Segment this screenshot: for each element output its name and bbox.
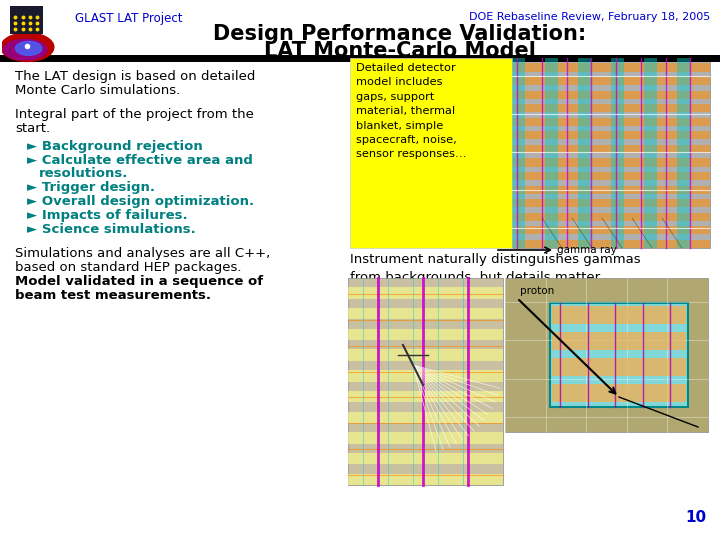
Bar bbox=[512, 226, 710, 234]
Ellipse shape bbox=[1, 33, 54, 62]
Bar bbox=[512, 63, 710, 72]
Text: based on standard HEP packages.: based on standard HEP packages. bbox=[15, 261, 241, 274]
Text: resolutions.: resolutions. bbox=[39, 167, 128, 180]
Bar bbox=[505, 278, 708, 432]
Ellipse shape bbox=[15, 42, 42, 56]
Text: Instrument naturally distinguishes gammas
from backgrounds, but details matter.: Instrument naturally distinguishes gamma… bbox=[350, 253, 641, 284]
Text: Simulations and analyses are all C++,: Simulations and analyses are all C++, bbox=[15, 247, 270, 260]
Text: gamma ray: gamma ray bbox=[557, 245, 617, 255]
Bar bbox=[677, 58, 690, 248]
Bar bbox=[512, 58, 525, 248]
Bar bbox=[348, 474, 503, 485]
Text: Monte Carlo simulations.: Monte Carlo simulations. bbox=[15, 84, 180, 97]
Bar bbox=[578, 58, 591, 248]
Text: ► Science simulations.: ► Science simulations. bbox=[27, 223, 196, 236]
Text: ► Overall design optimization.: ► Overall design optimization. bbox=[27, 195, 254, 208]
Text: ► Trigger design.: ► Trigger design. bbox=[27, 181, 155, 194]
Ellipse shape bbox=[4, 39, 47, 60]
Text: LAT Monte-Carlo Model: LAT Monte-Carlo Model bbox=[264, 41, 536, 61]
Bar bbox=[348, 278, 503, 485]
Bar bbox=[0, 55, 720, 62]
Text: proton: proton bbox=[520, 286, 554, 296]
Bar bbox=[512, 131, 710, 139]
Text: GLAST LAT Project: GLAST LAT Project bbox=[75, 12, 182, 25]
Bar bbox=[644, 58, 657, 248]
Bar bbox=[512, 186, 710, 194]
Bar bbox=[348, 370, 503, 381]
Bar bbox=[611, 58, 624, 248]
Text: ► Calculate effective area and: ► Calculate effective area and bbox=[27, 154, 253, 167]
Bar bbox=[348, 308, 503, 319]
Text: 10: 10 bbox=[685, 510, 706, 525]
Bar bbox=[350, 58, 512, 248]
Text: start.: start. bbox=[15, 122, 50, 135]
Bar bbox=[550, 303, 688, 407]
Bar bbox=[512, 158, 710, 166]
Text: Design Performance Validation:: Design Performance Validation: bbox=[213, 24, 587, 44]
Bar bbox=[512, 118, 710, 126]
Text: Model validated in a sequence of: Model validated in a sequence of bbox=[15, 275, 263, 288]
Bar bbox=[348, 391, 503, 402]
Text: beam test measurements.: beam test measurements. bbox=[15, 289, 211, 302]
Text: ► Background rejection: ► Background rejection bbox=[27, 140, 203, 153]
Bar bbox=[512, 58, 710, 248]
Bar bbox=[10, 6, 43, 35]
Bar bbox=[348, 432, 503, 443]
Bar bbox=[512, 213, 710, 221]
Bar bbox=[512, 172, 710, 180]
Text: ► Impacts of failures.: ► Impacts of failures. bbox=[27, 209, 188, 222]
Text: The LAT design is based on detailed: The LAT design is based on detailed bbox=[15, 70, 256, 83]
Bar bbox=[348, 287, 503, 299]
Bar bbox=[512, 240, 710, 248]
Text: Integral part of the project from the: Integral part of the project from the bbox=[15, 108, 254, 121]
Text: Detailed detector
model includes
gaps, support
material, thermal
blanket, simple: Detailed detector model includes gaps, s… bbox=[356, 63, 467, 159]
Bar bbox=[512, 77, 710, 85]
Bar bbox=[545, 58, 558, 248]
Bar bbox=[512, 199, 710, 207]
Bar bbox=[512, 145, 710, 153]
Bar bbox=[552, 332, 686, 350]
Bar bbox=[348, 349, 503, 361]
Bar bbox=[552, 358, 686, 376]
Bar bbox=[552, 306, 686, 324]
Bar bbox=[512, 104, 710, 112]
Text: DOE Rebaseline Review, February 18, 2005: DOE Rebaseline Review, February 18, 2005 bbox=[469, 12, 710, 22]
Bar bbox=[348, 453, 503, 464]
Bar bbox=[512, 91, 710, 99]
Bar bbox=[348, 411, 503, 423]
Bar bbox=[552, 384, 686, 402]
Bar bbox=[348, 329, 503, 340]
